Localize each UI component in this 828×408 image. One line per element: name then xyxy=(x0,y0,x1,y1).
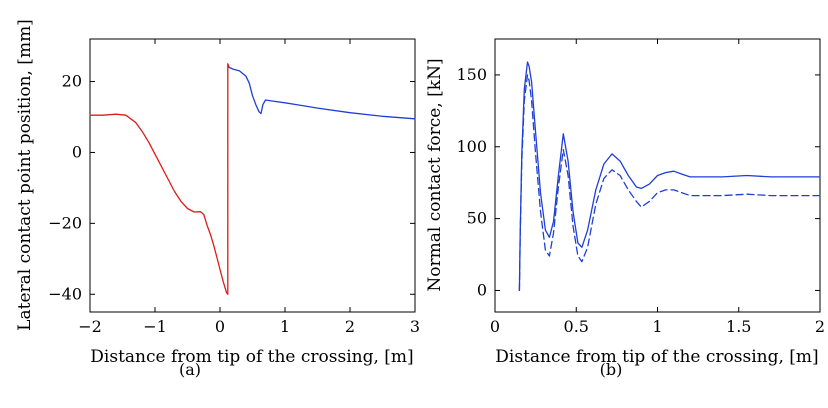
chart-a-x-tick-label: −1 xyxy=(143,317,167,336)
chart-b-x-tick-label: 2 xyxy=(815,317,825,336)
chart-b-y-ticks: 0 50 100 150 xyxy=(456,65,820,299)
chart-b-x-tick-label: 1.5 xyxy=(726,317,751,336)
chart-a-series-2-line xyxy=(228,66,416,120)
chart-b-y-tick-label: 150 xyxy=(456,65,487,84)
chart-b-y-tick-label: 0 xyxy=(477,280,487,299)
chart-b-x-tick-label: 0.5 xyxy=(564,317,589,336)
chart-a-x-tick-label: 2 xyxy=(345,317,355,336)
chart-a-x-label: Distance from tip of the crossing, [m] xyxy=(90,347,413,367)
chart-a-frame xyxy=(89,38,416,313)
chart-a-x-ticks: −2 −1 0 1 2 3 xyxy=(78,39,420,336)
chart-b-series-1-line xyxy=(518,61,821,292)
chart-b-x-tick-label: 0 xyxy=(490,317,500,336)
chart-b-y-label: Normal contact force, [kN] xyxy=(425,58,445,291)
chart-b-series xyxy=(518,61,821,292)
chart-b-series-2-line xyxy=(518,74,821,292)
chart-a-y-tick-label: 0 xyxy=(72,142,82,161)
chart-a-caption: (a) xyxy=(179,360,201,379)
chart-b: 0 0.5 1 1.5 2 0 50 100 150 Distance from tip of… xyxy=(425,38,825,379)
chart-b-y-tick-label: 50 xyxy=(467,209,487,228)
chart-b-caption: (b) xyxy=(600,360,623,379)
chart-b-x-ticks: 0 0.5 1 1.5 2 xyxy=(490,39,825,336)
chart-b-y-tick-label: 100 xyxy=(456,137,487,156)
chart-a-y-label: Lateral contact point position, [mm] xyxy=(15,19,35,331)
chart-b-x-label: Distance from tip of the crossing, [m] xyxy=(495,347,818,367)
chart-a-series xyxy=(89,63,416,295)
chart-a-x-tick-label: 1 xyxy=(280,317,290,336)
chart-a-x-tick-label: −2 xyxy=(78,317,102,336)
chart-b-x-tick-label: 1 xyxy=(652,317,662,336)
chart-a: −2 −1 0 1 2 3 −40 −20 0 20 Distance from tip of … xyxy=(15,19,420,379)
chart-a-y-tick-label: 20 xyxy=(62,72,82,91)
chart-a-x-tick-label: 3 xyxy=(410,317,420,336)
chart-a-y-tick-label: −40 xyxy=(48,284,82,303)
chart-a-y-ticks: −40 −20 0 20 xyxy=(48,72,415,303)
chart-a-y-tick-label: −20 xyxy=(48,213,82,232)
chart-a-x-tick-label: 0 xyxy=(215,317,225,336)
chart-a-series-1-line xyxy=(89,63,230,295)
